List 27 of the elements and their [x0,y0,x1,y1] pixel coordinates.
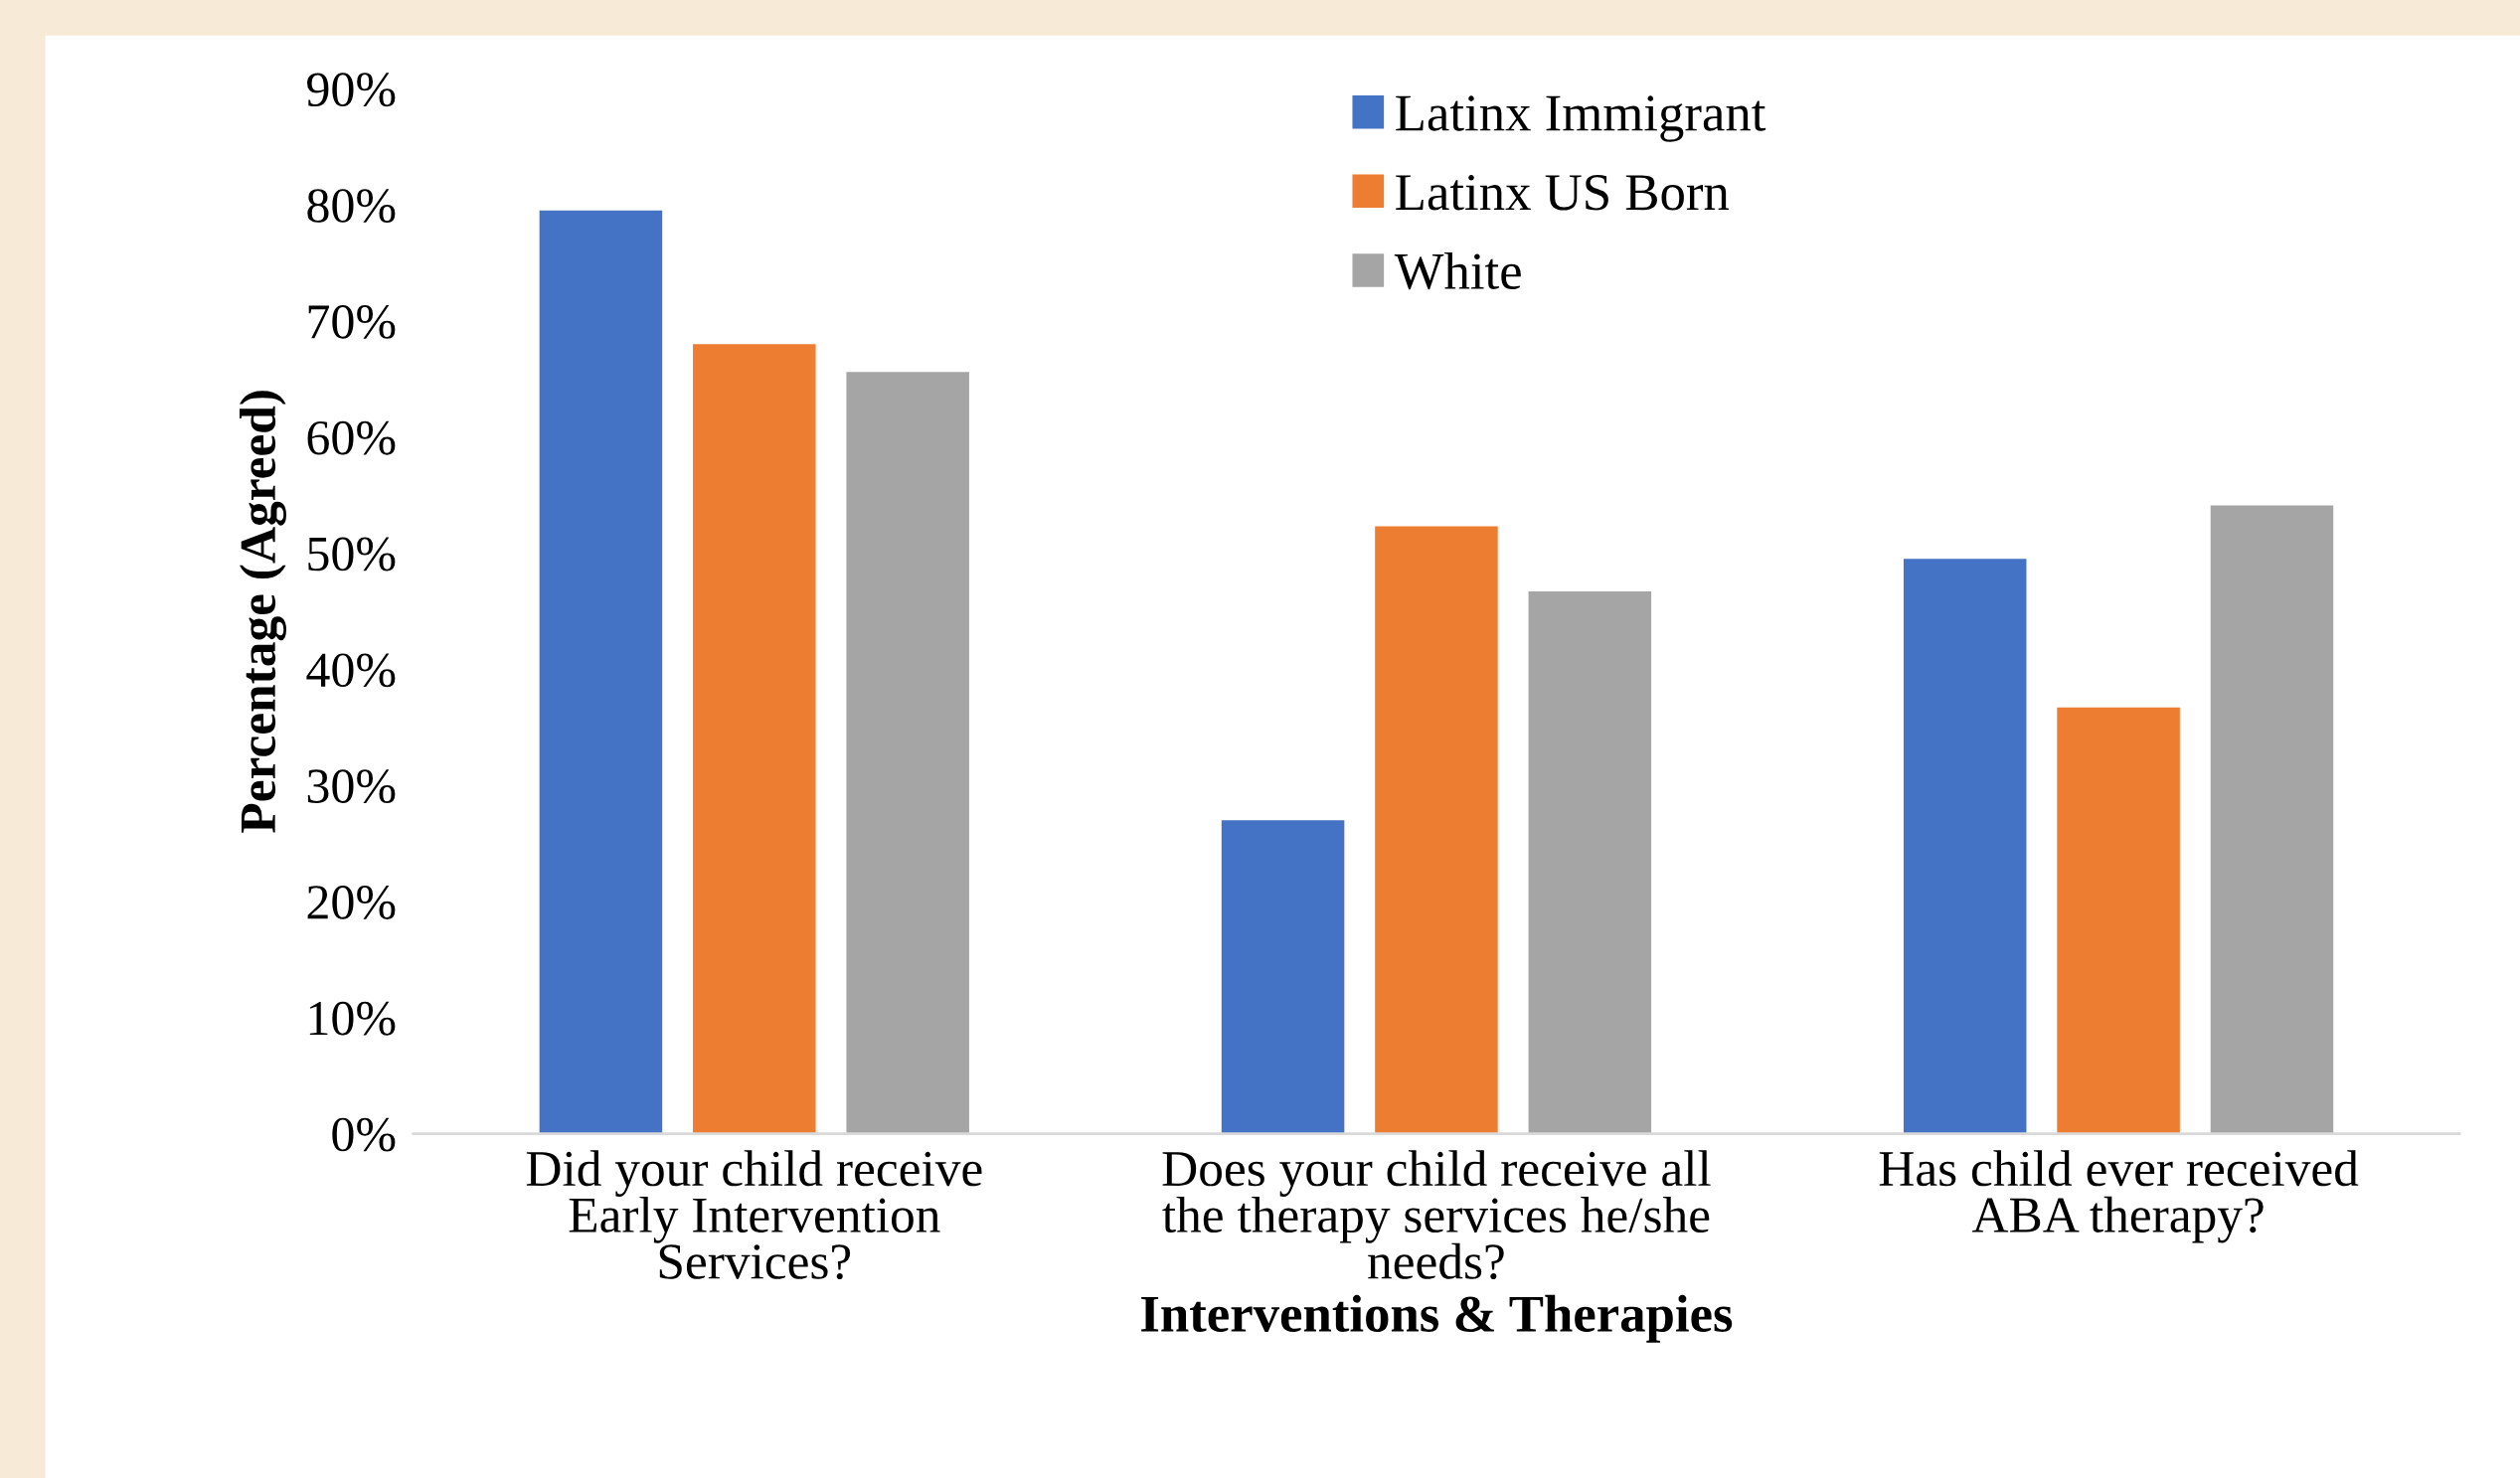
bar [1221,820,1345,1134]
bar [846,372,969,1134]
bar [2057,707,2180,1134]
bar [1528,591,1652,1134]
y-tick-label: 0% [332,1117,396,1152]
y-tick-label: 60% [307,420,396,455]
bar [1375,526,1498,1134]
bar [693,344,816,1134]
x-tick-label: Has child ever received ABA therapy? [1879,1150,2359,1243]
y-tick-label: 80% [307,189,396,224]
y-tick-label: 70% [308,304,396,339]
y-tick-label: 20% [307,886,396,919]
legend-label: White [1394,251,1521,290]
y-tick-label: 90% [307,73,396,107]
bar [539,210,663,1134]
x-axis-title: Interventions & Therapies [1141,1294,1733,1343]
legend-label: Latinx US Born [1396,175,1730,211]
y-tick-label: 40% [306,653,396,688]
y-tick-label: 10% [309,1001,396,1036]
y-axis-title: Percentage (Agreed) [239,391,286,833]
legend-label: Latinx Immigrant [1396,95,1766,142]
x-tick-label: Did your child receive Early Intervention Services? [526,1150,982,1280]
bar [2210,505,2334,1134]
y-tick-label: 50% [308,537,396,572]
y-tick-label: 30% [307,769,396,804]
x-tick-label: Does your child receive all the therapy services he/she needs? [1162,1150,1711,1280]
bar [1903,559,2027,1134]
